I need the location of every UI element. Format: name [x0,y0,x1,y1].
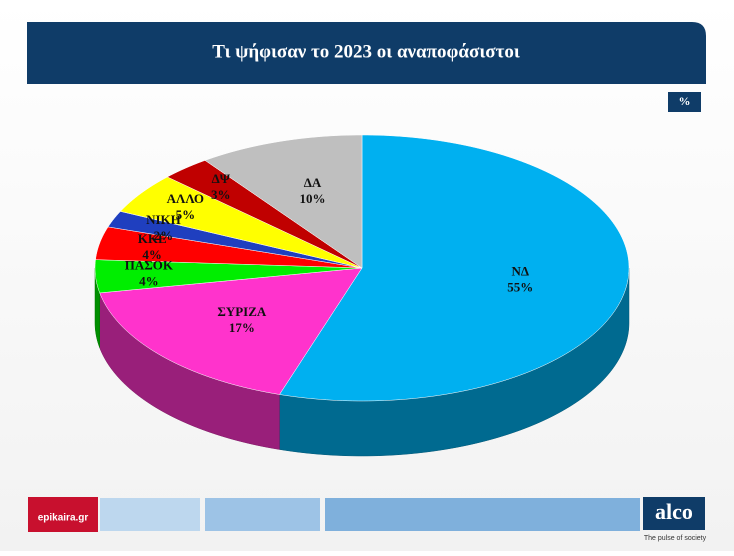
slice [119,176,363,269]
source-logo [28,497,98,532]
slice-label: ΚΚΕ [138,231,167,246]
slice-value: 17% [229,320,255,335]
brand-logo [643,497,705,530]
chart-title: Τι ψήφισαν το 2023 οι αναποφάσιστοι [212,41,520,62]
slice-value: 2% [154,228,174,243]
slice-label: ΝΔ [511,263,529,278]
slice [166,160,363,269]
slice-value: 5% [176,207,196,222]
slice-value: 10% [299,191,325,206]
slice [95,226,363,269]
slice-label: ΠΑΣΟΚ [125,258,174,273]
slice [107,211,363,269]
pie: ΝΔ55%ΣΥΡΙΖΑ17%ΠΑΣΟΚ4%ΚΚΕ4%ΝΙΚΗ2%ΑΛΛΟ5%ΔΨ… [94,134,630,457]
footer-bar [205,498,320,531]
slice-value: 3% [211,187,231,202]
slice-label: ΝΙΚΗ [146,212,181,227]
slice-value: 55% [507,279,533,294]
tagline: The pulse of society [644,535,707,542]
slice [204,134,363,269]
slice-label: ΑΛΛΟ [167,191,204,206]
brand-text: alco [655,499,693,524]
unit-label: % [679,94,691,108]
unit-box [668,92,701,112]
footer-bar [325,498,640,531]
slice-label: ΔΑ [304,175,322,190]
slice-label: ΣΥΡΙΖΑ [217,304,267,319]
slice-value: 4% [142,247,162,262]
footer-bar [100,498,200,531]
slice [94,259,363,294]
slice-value: 4% [139,274,159,289]
slice-label: ΔΨ [212,171,231,186]
title-banner [27,22,706,84]
slice [99,267,363,395]
slice [279,134,630,402]
source-text: epikaira.gr [38,513,89,524]
